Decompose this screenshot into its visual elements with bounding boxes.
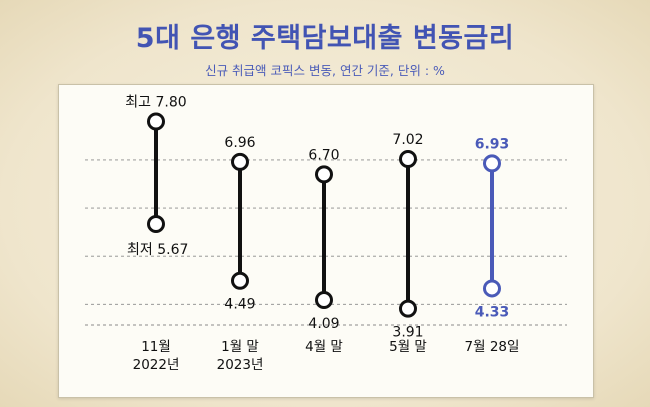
low-point-2 <box>315 290 333 309</box>
high-point-3 <box>399 149 417 168</box>
chart-subtitle: 신규 취급액 코픽스 변동, 연간 기준, 단위 : % <box>205 63 445 78</box>
category-label-2-0: 4월 말 <box>305 339 343 355</box>
low-point-1 <box>231 271 249 290</box>
low-label-3: 3.91 <box>392 325 423 341</box>
category-label-1-0: 1월 말 <box>221 339 259 355</box>
high-label-4: 6.93 <box>475 136 510 152</box>
low-point-3 <box>399 299 417 318</box>
range-chart: 최고 7.80 최저 5.67 11월 2022년 6.96 4.49 1월 말 2023년 6… <box>85 94 567 373</box>
high-label-2: 6.70 <box>308 147 339 163</box>
high-point-0 <box>147 112 165 131</box>
category-label-1-1: 2023년 <box>217 357 264 373</box>
low-point-4 <box>483 279 501 298</box>
high-point-2 <box>315 165 333 184</box>
category-label-0-0: 11월 <box>141 339 171 355</box>
high-label-3: 7.02 <box>392 132 423 148</box>
high-label-0: 최고 7.80 <box>125 94 186 110</box>
chart-title: 5대 은행 주택담보대출 변동금리 <box>135 23 515 54</box>
chart-panel: 최고 7.80 최저 5.67 11월 2022년 6.96 4.49 1월 말 2023년 6… <box>58 84 594 398</box>
high-point-1 <box>231 152 249 171</box>
low-label-0: 최저 5.67 <box>127 242 188 258</box>
low-label-2: 4.09 <box>308 316 339 332</box>
low-label-4: 4.33 <box>475 304 510 320</box>
high-point-4 <box>483 154 501 173</box>
category-label-4-0: 7월 28일 <box>465 339 520 355</box>
high-label-1: 6.96 <box>224 135 255 151</box>
category-label-3-0: 5월 말 <box>389 339 427 355</box>
low-point-0 <box>147 214 165 233</box>
category-label-0-1: 2022년 <box>133 357 180 373</box>
low-label-1: 4.49 <box>224 297 255 313</box>
